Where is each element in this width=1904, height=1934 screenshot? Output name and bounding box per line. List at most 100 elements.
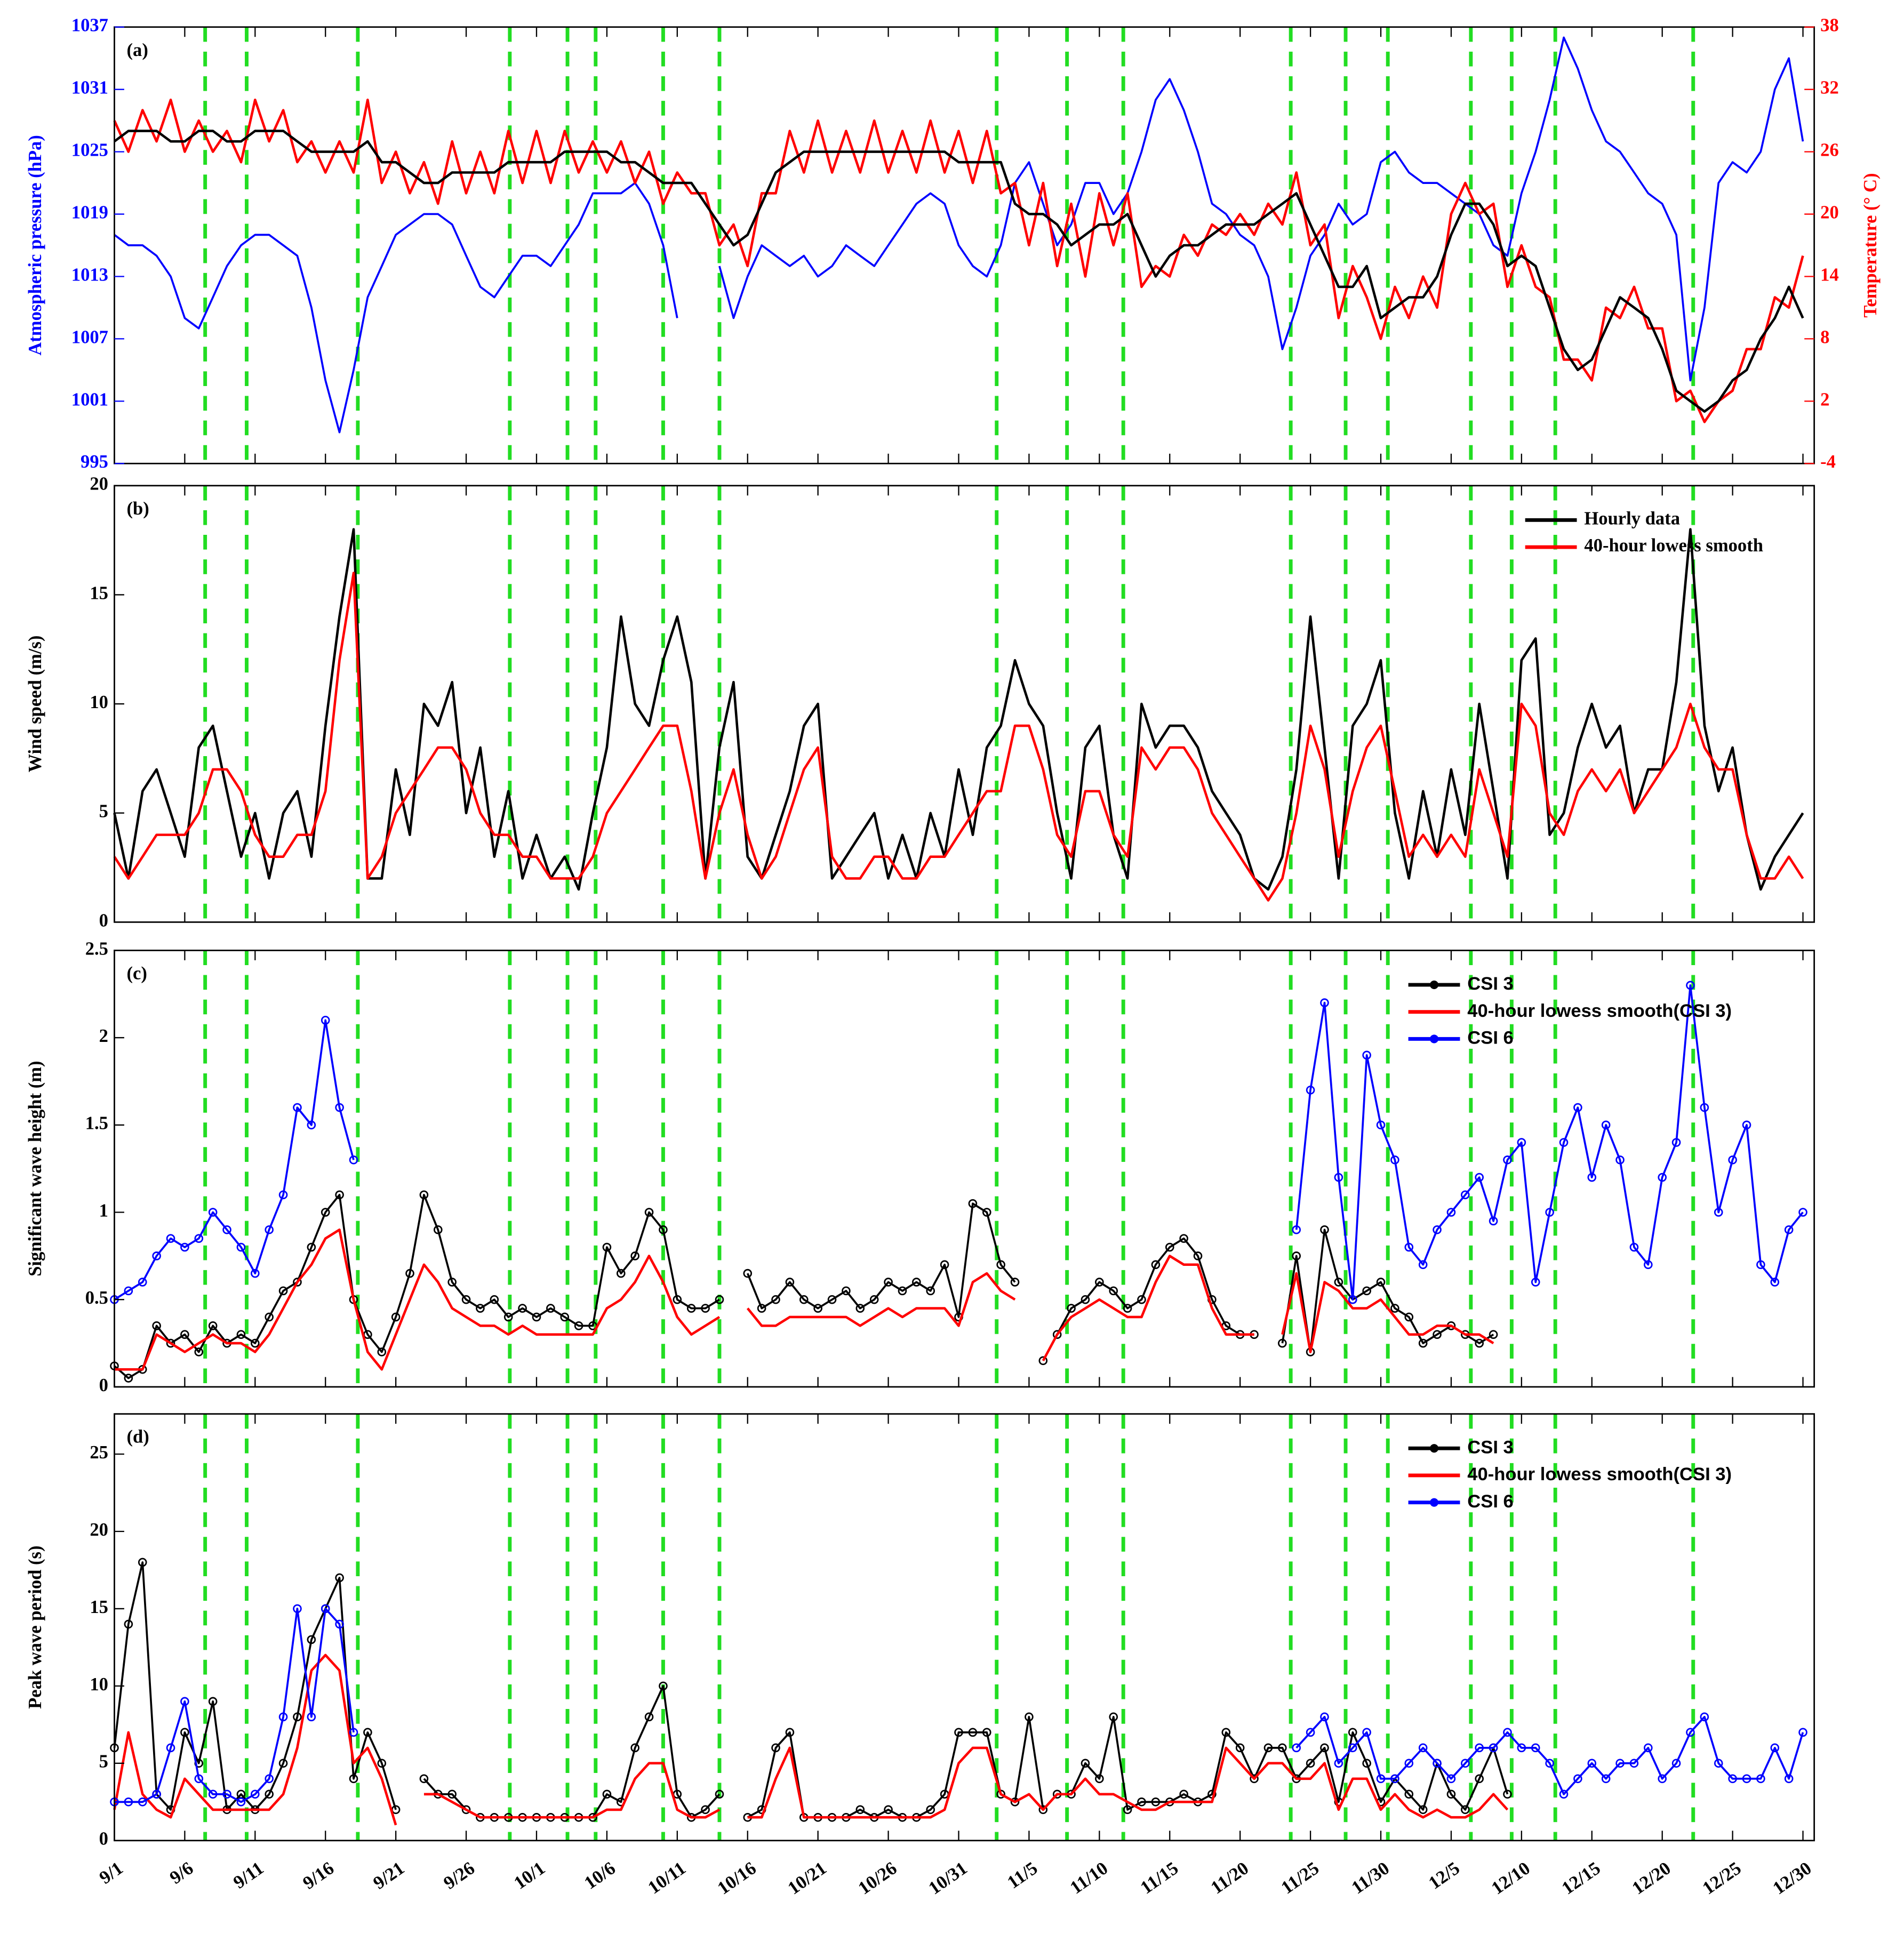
data-point <box>1433 1330 1442 1339</box>
data-point <box>265 1225 274 1234</box>
data-point <box>1376 1120 1386 1130</box>
data-point <box>1334 1278 1343 1287</box>
data-point <box>982 1728 991 1737</box>
data-point <box>1545 1759 1554 1768</box>
data-point <box>377 1347 387 1357</box>
y-tick-label: 1025 <box>71 140 108 161</box>
y-tick-label: 0 <box>99 1829 108 1849</box>
data-point <box>1025 1712 1034 1722</box>
data-point <box>898 1286 907 1296</box>
y-axis-label: Significant wave height (m) <box>25 1061 45 1276</box>
x-tick-label: 11/10 <box>1067 1858 1112 1898</box>
data-point <box>686 1304 696 1313</box>
x-tick-label: 10/11 <box>644 1858 690 1898</box>
data-point <box>954 1728 963 1737</box>
data-point <box>926 1286 935 1296</box>
data-point <box>180 1697 189 1706</box>
data-point <box>1390 1155 1399 1165</box>
data-point <box>1446 1774 1456 1784</box>
y2-axis-label: Temperature (° C) <box>1860 173 1881 317</box>
y2-tick-label: 32 <box>1820 78 1839 98</box>
data-point <box>1784 1774 1794 1784</box>
data-point <box>1461 1805 1470 1815</box>
data-point <box>307 1120 316 1130</box>
data-point <box>1010 1278 1020 1287</box>
data-point <box>855 1304 865 1313</box>
y-axis-label: Peak wave period (s) <box>25 1546 45 1709</box>
data-point <box>827 1295 837 1304</box>
data-point <box>1334 1759 1343 1768</box>
y-tick-label: 1013 <box>71 264 108 285</box>
data-point <box>1728 1155 1737 1165</box>
data-point <box>208 1321 218 1330</box>
plot-frame <box>114 949 1815 1388</box>
panel-label: (b) <box>127 499 149 519</box>
data-point <box>1404 1759 1414 1768</box>
y-tick-label: 5 <box>99 1752 108 1772</box>
data-point <box>1052 1330 1062 1339</box>
data-point <box>194 1774 204 1784</box>
data-point <box>855 1805 865 1815</box>
data-point <box>560 1312 570 1322</box>
data-point <box>138 1558 147 1567</box>
data-point <box>785 1278 795 1287</box>
data-point <box>447 1278 457 1287</box>
data-point <box>1700 1103 1709 1112</box>
data-point <box>1559 1138 1569 1147</box>
data-point <box>630 1743 639 1753</box>
data-point <box>1742 1774 1751 1784</box>
data-point <box>912 1278 921 1287</box>
y-axis-label: Atmospheric pressure (hPa) <box>25 135 45 356</box>
data-point <box>813 1304 822 1313</box>
data-point <box>1137 1797 1146 1807</box>
y2-tick-label: 20 <box>1820 202 1839 222</box>
legend-marker <box>1429 980 1439 990</box>
series-line <box>114 36 1804 434</box>
y-tick-label: 5 <box>99 801 108 822</box>
data-point <box>546 1304 555 1313</box>
data-point <box>1179 1234 1188 1243</box>
y-tick-label: 0 <box>99 1375 108 1395</box>
data-point <box>293 1103 302 1112</box>
data-point <box>194 1347 204 1357</box>
data-point <box>166 1338 175 1348</box>
data-point <box>1587 1759 1597 1768</box>
plot-frame <box>114 1413 1815 1842</box>
y-tick-label: 20 <box>90 1520 108 1540</box>
data-point <box>785 1728 795 1737</box>
series-line <box>114 984 1804 1301</box>
plot-frame <box>114 26 1815 464</box>
data-point <box>1770 1743 1780 1753</box>
data-point <box>1489 1330 1498 1339</box>
data-point <box>335 1190 344 1200</box>
data-point <box>1250 1774 1259 1784</box>
data-point <box>124 1619 133 1629</box>
data-point <box>1671 1759 1681 1768</box>
y-tick-label: 10 <box>90 1674 108 1695</box>
data-point <box>1081 1295 1090 1304</box>
data-point <box>1348 1743 1357 1753</box>
data-point <box>1686 981 1695 990</box>
data-point <box>743 1269 753 1278</box>
x-tick-label: 11/5 <box>1004 1858 1042 1892</box>
data-point <box>1446 1208 1456 1217</box>
data-point <box>1517 1743 1526 1753</box>
data-point <box>1503 1155 1512 1165</box>
data-point <box>1376 1774 1386 1784</box>
data-point <box>1404 1312 1414 1322</box>
x-tick-label: 11/20 <box>1207 1858 1252 1898</box>
data-point <box>644 1712 654 1722</box>
legend-marker <box>1429 1444 1439 1453</box>
data-point <box>1320 998 1329 1007</box>
data-point <box>1559 1789 1569 1799</box>
y2-tick-label: 38 <box>1820 15 1839 36</box>
legend-marker <box>1429 1498 1439 1507</box>
data-point <box>602 1242 612 1252</box>
series-line <box>113 572 1804 902</box>
data-point <box>1390 1304 1399 1313</box>
plot-frame <box>114 485 1815 923</box>
x-tick-label: 12/25 <box>1699 1858 1745 1898</box>
data-point <box>1728 1774 1737 1784</box>
data-point <box>391 1312 401 1322</box>
